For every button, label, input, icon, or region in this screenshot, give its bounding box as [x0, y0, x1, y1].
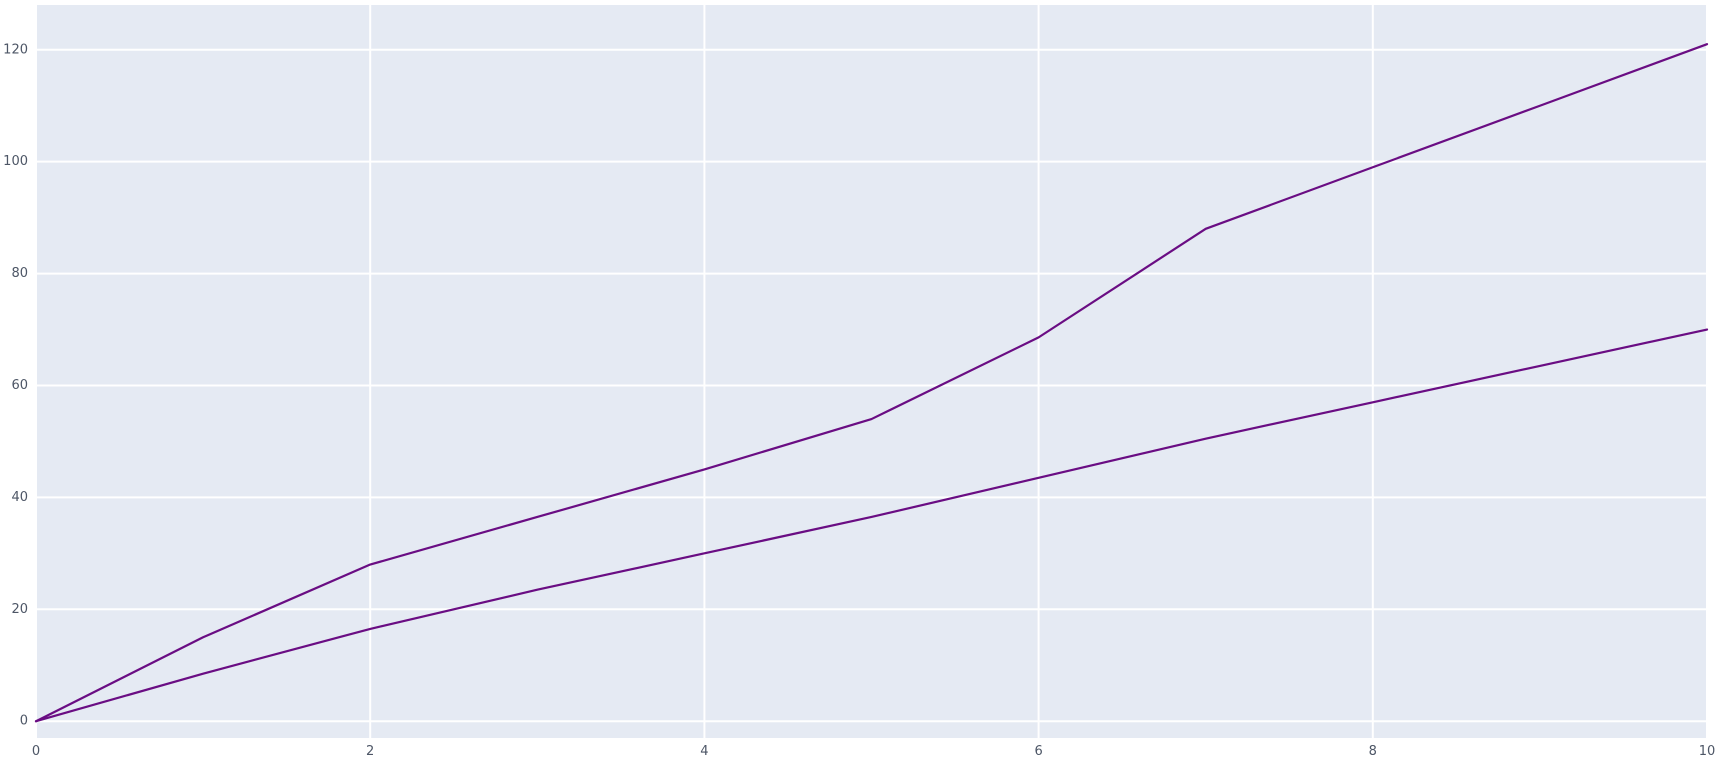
x-tick-label: 0: [32, 744, 40, 759]
x-tick-label: 6: [1034, 744, 1042, 759]
line-series-2: [34, 328, 1709, 723]
y-tick-label: 60: [11, 378, 28, 393]
y-tick-label: 40: [11, 490, 28, 505]
plot-area-background: [36, 5, 1707, 738]
grid-lines-vertical: [35, 5, 1708, 738]
y-tick-label: 100: [3, 154, 28, 169]
x-axis-tick-labels: 0 2 4 6 8 10: [32, 744, 1715, 759]
y-tick-label: 0: [20, 714, 28, 729]
y-axis-tick-labels: 0 20 40 60 80 100 120: [3, 42, 28, 728]
line-series-1: [34, 43, 1709, 723]
grid-lines-horizontal: [36, 48, 1707, 723]
y-tick-label: 80: [11, 266, 28, 281]
x-tick-label: 2: [366, 744, 374, 759]
data-series-group: [34, 43, 1709, 723]
y-tick-label: 20: [11, 602, 28, 617]
x-tick-label: 8: [1369, 744, 1377, 759]
x-tick-label: 10: [1699, 744, 1716, 759]
x-tick-label: 4: [700, 744, 708, 759]
y-tick-label: 120: [3, 42, 28, 57]
